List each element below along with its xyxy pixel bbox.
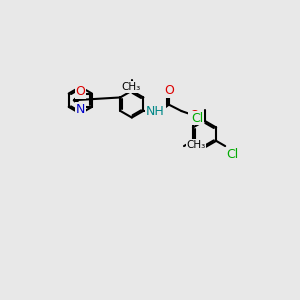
Text: Cl: Cl xyxy=(226,148,238,161)
Text: O: O xyxy=(164,84,174,97)
Text: Cl: Cl xyxy=(191,112,203,124)
Text: CH₃: CH₃ xyxy=(186,140,206,150)
Text: NH: NH xyxy=(146,106,165,118)
Text: N: N xyxy=(76,103,85,116)
Text: O: O xyxy=(75,85,85,98)
Text: O: O xyxy=(189,109,199,122)
Text: N: N xyxy=(76,107,85,120)
Text: CH₃: CH₃ xyxy=(121,82,140,92)
